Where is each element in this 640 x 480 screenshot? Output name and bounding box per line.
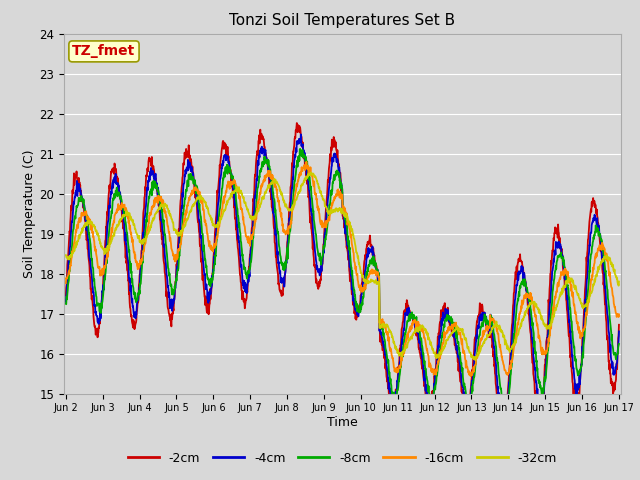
Line: -2cm: -2cm (66, 123, 619, 444)
-16cm (297, 172, 305, 178)
-2cm (127, 313, 135, 319)
-32cm (319, 193, 326, 199)
-4cm (297, 137, 305, 143)
-32cm (62, 252, 70, 258)
-4cm (377, 329, 385, 335)
Title: Tonzi Soil Temperatures Set B: Tonzi Soil Temperatures Set B (229, 13, 456, 28)
-2cm (62, 293, 70, 299)
-8cm (308, 201, 316, 206)
-32cm (308, 172, 316, 178)
-2cm (615, 322, 623, 328)
-16cm (308, 173, 316, 179)
-4cm (615, 329, 623, 335)
-2cm (297, 133, 305, 139)
Text: TZ_fmet: TZ_fmet (72, 44, 136, 59)
-8cm (319, 254, 326, 260)
-8cm (105, 236, 113, 241)
-16cm (127, 230, 135, 236)
-16cm (105, 248, 113, 253)
-32cm (297, 188, 305, 193)
-32cm (307, 169, 315, 175)
Line: -4cm: -4cm (66, 134, 619, 428)
-2cm (105, 192, 113, 198)
-2cm (308, 235, 316, 241)
-32cm (472, 358, 479, 363)
-4cm (308, 218, 316, 224)
Legend: -2cm, -4cm, -8cm, -16cm, -32cm: -2cm, -4cm, -8cm, -16cm, -32cm (123, 447, 562, 469)
Y-axis label: Soil Temperature (C): Soil Temperature (C) (24, 149, 36, 278)
-32cm (377, 324, 385, 330)
X-axis label: Time: Time (327, 416, 358, 429)
-32cm (127, 217, 135, 223)
-4cm (62, 299, 70, 305)
-8cm (297, 152, 305, 158)
-8cm (62, 301, 70, 307)
-16cm (615, 312, 623, 317)
-8cm (296, 146, 304, 152)
-4cm (105, 217, 113, 223)
-16cm (303, 159, 310, 165)
-32cm (615, 279, 623, 285)
-2cm (293, 120, 301, 126)
-16cm (377, 321, 385, 327)
-32cm (105, 245, 113, 251)
-8cm (377, 324, 385, 330)
-2cm (319, 262, 326, 268)
-16cm (467, 373, 474, 379)
-8cm (615, 341, 623, 347)
Line: -16cm: -16cm (66, 162, 619, 376)
-8cm (127, 270, 135, 276)
Line: -8cm: -8cm (66, 149, 619, 412)
-4cm (319, 261, 326, 267)
-16cm (319, 225, 326, 230)
-8cm (502, 409, 509, 415)
-2cm (499, 441, 507, 447)
-4cm (297, 132, 305, 137)
-2cm (377, 330, 385, 336)
-4cm (127, 291, 135, 297)
-4cm (500, 425, 508, 431)
-16cm (62, 280, 70, 286)
Line: -32cm: -32cm (66, 172, 619, 360)
